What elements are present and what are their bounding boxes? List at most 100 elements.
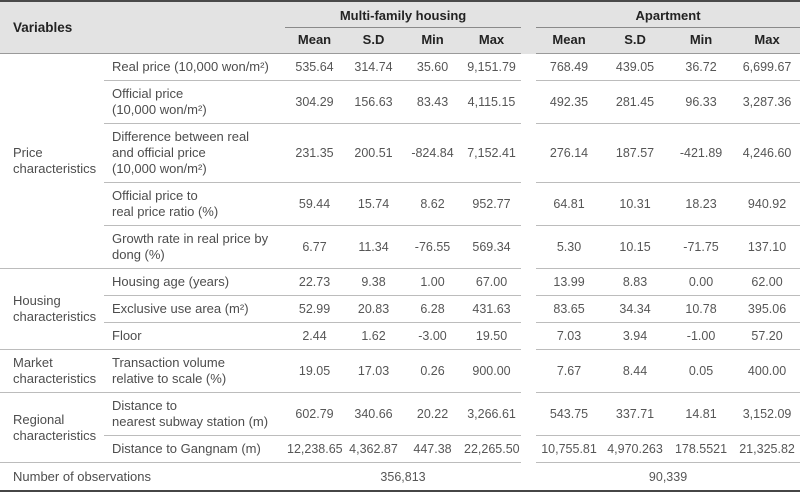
stat-value: 952.77 (462, 182, 522, 226)
variables-header: Variables (0, 1, 286, 54)
stat-value: 11.34 (344, 225, 404, 269)
table-row: Housing characteristics Housing age (year… (0, 268, 800, 350)
stat-value: 36.72 (668, 53, 735, 81)
stat-value: 400.00 (734, 349, 800, 393)
column-gap (521, 183, 536, 226)
table-row: Market characteristics Transaction volume… (0, 349, 800, 393)
stat-value: 187.57 (602, 123, 669, 183)
stat-value: 304.29 (285, 80, 345, 124)
stat-value: 569.34 (462, 225, 522, 269)
stat-value: 431.63 (462, 295, 522, 323)
stat-value: 83.65 (536, 295, 603, 323)
stat-value: 5.30 (536, 225, 603, 269)
stat-value: 7.67 (536, 349, 603, 393)
table-row: Floor 2.44 1.62 -3.00 19.50 7.03 3.94 -1.00 57.2… (0, 322, 800, 350)
stat-value: 14.81 (668, 392, 735, 436)
table-row: Official price to real price ratio (%) 59… (0, 182, 800, 226)
stat-value: 602.79 (285, 392, 345, 436)
group-label: Market characteristics (0, 349, 104, 393)
stat-value: 96.33 (668, 80, 735, 124)
column-gap (521, 81, 536, 124)
stat-value: 0.26 (403, 349, 463, 393)
column-gap (521, 296, 536, 323)
stat-value: -71.75 (668, 225, 735, 269)
column-gap (521, 1, 537, 54)
stat-value: 15.74 (344, 182, 404, 226)
stat-value: 137.10 (734, 225, 800, 269)
stat-value: 20.22 (403, 392, 463, 436)
stat-value: 231.35 (285, 123, 345, 183)
stat-value: 276.14 (536, 123, 603, 183)
stat-value: 10.31 (602, 182, 669, 226)
stat-value: 10,755.81 (536, 435, 603, 463)
stat-value: 22.73 (285, 268, 345, 296)
variable-label: Real price (10,000 won/m²) (104, 53, 286, 81)
group-label: Price characteristics (0, 53, 104, 269)
column-header-mean: Mean (536, 27, 603, 54)
stat-value: 8.44 (602, 349, 669, 393)
stat-value: 395.06 (734, 295, 800, 323)
table-row: Exclusive use area (m²) 52.99 20.83 6.28 431… (0, 295, 800, 323)
column-gap (521, 436, 536, 463)
group-header-row: Variables Multi-family housing Apartment (0, 1, 800, 54)
stat-value: 6.77 (285, 225, 345, 269)
column-header-sd: S.D (602, 27, 669, 54)
variable-label: Exclusive use area (m²) (104, 295, 286, 323)
variable-label: Housing age (years) (104, 268, 286, 296)
variable-label: Official price (10,000 won/m²) (104, 80, 286, 124)
column-gap (521, 323, 536, 350)
observations-value-apartment: 90,339 (648, 469, 688, 484)
stat-value: 1.62 (344, 322, 404, 350)
table-row: Growth rate in real price by dong (%) 6.7… (0, 225, 800, 269)
stat-value: 10.78 (668, 295, 735, 323)
group-header-multi-family: Multi-family housing (285, 1, 522, 28)
stat-value: 13.99 (536, 268, 603, 296)
column-header-min: Min (403, 27, 463, 54)
stat-value: 4,246.60 (734, 123, 800, 183)
variable-label: Floor (104, 322, 286, 350)
stat-value: 67.00 (462, 268, 522, 296)
stat-value: 8.83 (602, 268, 669, 296)
stat-value: 281.45 (602, 80, 669, 124)
stat-value: 9,151.79 (462, 53, 522, 81)
stat-value: 337.71 (602, 392, 669, 436)
observations-value-multi-family: 356,813 (380, 469, 426, 484)
stat-value: 83.43 (403, 80, 463, 124)
stat-value: -3.00 (403, 322, 463, 350)
table-row: Regional characteristics Distance to near… (0, 392, 800, 463)
stat-value: 439.05 (602, 53, 669, 81)
group-header-apartment: Apartment (536, 1, 800, 28)
stat-value: 200.51 (344, 123, 404, 183)
stat-value: 940.92 (734, 182, 800, 226)
stat-value: -421.89 (668, 123, 735, 183)
variable-label: Official price to real price ratio (%) (104, 182, 286, 226)
stat-value: 314.74 (344, 53, 404, 81)
stat-value: 57.20 (734, 322, 800, 350)
stat-value: 3,266.61 (462, 392, 522, 436)
stat-value: 900.00 (462, 349, 522, 393)
stat-value: 535.64 (285, 53, 345, 81)
stat-value: 59.44 (285, 182, 345, 226)
stat-value: 4,362.87 (344, 435, 404, 463)
column-gap (521, 393, 536, 436)
observations-row: Number of observations 356,813 90,339 (0, 463, 800, 492)
table-footer: Number of observations 356,813 90,339 (0, 463, 800, 492)
stat-value: 340.66 (344, 392, 404, 436)
stat-value: 52.99 (285, 295, 345, 323)
column-header-max: Max (462, 27, 522, 54)
stat-value: 19.50 (462, 322, 522, 350)
stat-value: 3,287.36 (734, 80, 800, 124)
variable-label: Distance to Gangnam (m) (104, 435, 286, 463)
column-gap (521, 350, 536, 393)
stat-value: 6.28 (403, 295, 463, 323)
column-gap (521, 226, 536, 269)
stat-value: 768.49 (536, 53, 603, 81)
stat-value: 2.44 (285, 322, 345, 350)
stat-value: 492.35 (536, 80, 603, 124)
stat-value: -824.84 (403, 123, 463, 183)
variable-label: Transaction volume relative to scale (%) (104, 349, 286, 393)
stat-value: -76.55 (403, 225, 463, 269)
group-label: Housing characteristics (0, 268, 104, 350)
stat-value: 0.05 (668, 349, 735, 393)
